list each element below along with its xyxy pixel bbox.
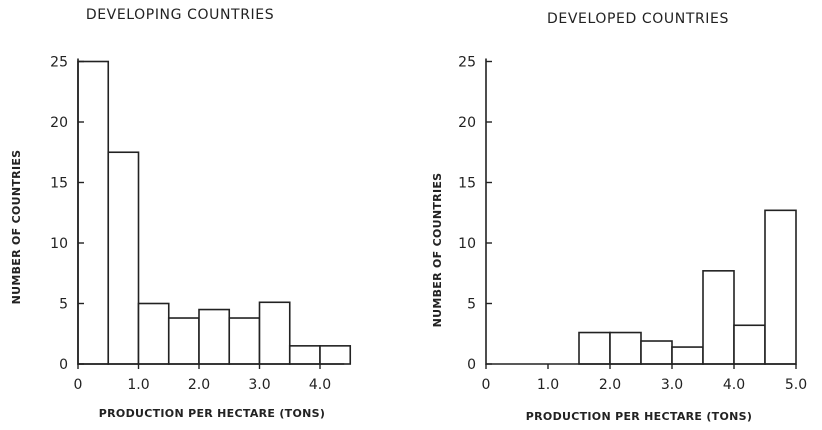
y-tick-label-developed: 15 [458,176,476,192]
plot-developing: 0 5 10 15 20 25 0 1.0 2.0 3.0 4.0 [50,55,352,393]
bar-developed-1 [609,331,642,365]
chart-title-developed: DEVELOPED COUNTRIES [547,11,729,27]
y-tick-label-developed: 25 [458,55,476,71]
x-tick-label-developed: 0 [482,377,491,393]
y-tick-label-developed: 0 [467,357,476,373]
x-tick-label-developing: 3.0 [248,377,270,393]
x-tick-label-developing: 4.0 [309,377,331,393]
plot-developed: 0 5 10 15 20 25 0 1.0 2.0 3.0 4.0 5.0 [458,55,807,394]
y-axis-title-developing: NUMBER OF COUNTRIES [10,150,23,305]
x-tick-label-developed: 2.0 [599,377,621,393]
bar-developing-1 [107,151,140,365]
bar-developed-0 [578,331,611,365]
y-tick-label-developing: 5 [59,297,68,313]
bar-developing-5 [228,317,261,365]
x-axis-title-developing: PRODUCTION PER HECTARE (TONS) [99,407,325,420]
y-tick-label-developed: 20 [458,115,476,131]
bar-developing-2 [137,302,170,365]
bar-developed-4 [702,270,735,365]
y-tick-label-developing: 25 [50,55,68,71]
bar-developed-2 [640,340,673,365]
y-tick-label-developing: 0 [59,357,68,373]
axes-developed [485,58,796,365]
x-tick-label-developing: 0 [74,377,83,393]
x-tick-label-developed: 4.0 [723,377,745,393]
y-tick-label-developed: 10 [458,236,476,252]
chart-title-developing: DEVELOPING COUNTRIES [86,7,274,23]
x-tick-label-developed: 1.0 [537,377,559,393]
y-tick-label-developing: 15 [50,176,68,192]
bar-developed-6 [764,209,797,365]
x-axis-title-developed: PRODUCTION PER HECTARE (TONS) [526,410,752,423]
bar-developing-3 [167,317,200,365]
x-tick-label-developed: 3.0 [661,377,683,393]
y-tick-label-developing: 10 [50,236,68,252]
y-axis-title-developed: NUMBER OF COUNTRIES [431,173,444,328]
y-tick-label-developing: 20 [50,115,68,131]
bar-developed-5 [733,324,766,365]
y-tick-label-developed: 5 [467,297,476,313]
bar-developing-6 [258,301,291,365]
bar-developing-0 [77,60,110,365]
x-tick-label-developing: 1.0 [127,377,149,393]
bar-developing-4 [198,308,231,365]
bar-developed-3 [671,346,704,365]
bar-developing-8 [319,345,352,365]
bar-developing-7 [288,345,321,365]
x-tick-label-developing: 2.0 [188,377,210,393]
x-tick-label-developed: 5.0 [785,377,807,393]
